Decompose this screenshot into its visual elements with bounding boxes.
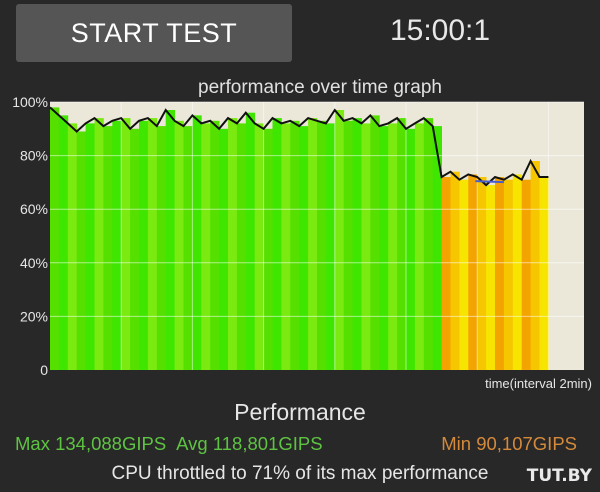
performance-graph: 100% 80% 60% 40% 20% 0 time(interval 2min) [12,94,592,391]
bar-stripe [308,118,318,370]
bar-stripe [94,118,104,370]
bar-stripe [156,126,167,370]
y-tick-label: 80% [20,148,48,164]
bar-stripe [423,118,434,370]
performance-line [49,106,549,187]
bar-stripe [450,171,460,370]
bar-stripe [495,177,505,370]
bar-stripe [334,110,345,370]
bar-stripe [272,118,282,370]
bar-stripe [130,128,140,370]
bar-stripe [299,126,309,370]
throttle-text: CPU throttled to 71% of its max performa… [111,463,489,484]
bar-stripe [67,123,78,371]
bar-stripe [521,179,531,370]
bar-stripe [317,120,327,370]
bar-stripe [370,115,380,371]
y-tick-label: 60% [20,201,48,217]
y-tick-label: 0 [40,362,48,378]
performance-title: Performance [234,399,366,425]
bar-stripe [468,174,478,370]
bar-stripe [58,115,69,371]
bar-stripe [76,131,86,370]
bar-stripe [352,118,362,370]
bar-stripe [388,123,398,371]
bar-stripes [50,107,549,371]
bar-stripe [379,126,389,370]
bar-stripe [432,126,442,370]
y-axis-ticks: 100% 80% 60% 40% 20% 0 [12,94,48,378]
bar-stripe [254,123,264,371]
bar-stripe [343,120,353,370]
bar-stripe [281,123,291,371]
bar-stripe [325,123,336,371]
y-tick-label: 20% [20,308,48,324]
bar-stripe [503,179,514,370]
bar-stripe [530,161,540,370]
bar-stripe [236,123,247,371]
bar-stripe [263,128,273,370]
bar-stripe [50,107,60,371]
bar-stripe [441,177,451,370]
avg-stat: Avg 118,801GIPS [176,433,323,454]
min-stat: Min 90,107GIPS [441,433,577,454]
bar-stripe [210,120,220,370]
average-marker [475,180,504,184]
bar-stripe [174,120,184,370]
y-tick-label: 100% [12,94,48,110]
bar-stripe [290,120,300,370]
bar-stripe [121,118,131,370]
bar-stripe [219,128,229,370]
start-test-button[interactable]: START TEST [16,4,292,62]
graph-title: performance over time graph [198,77,442,98]
bar-stripe [165,110,175,370]
watermark: TUT.BY [526,466,592,486]
bar-stripe [112,120,122,370]
bar-stripe [459,179,469,370]
bar-stripe [512,174,523,370]
y-tick-label: 40% [20,255,48,271]
bar-stripe [85,123,95,371]
grid-lines [50,101,584,370]
bar-stripe [397,118,407,370]
max-stat: Max 134,088GIPS [15,433,167,454]
bar-stripe [192,115,202,371]
stats-row: Max 134,088GIPS Avg 118,801GIPS Min 90,1… [15,433,600,455]
bar-stripe [103,126,113,370]
test-timer: 15:00:1 [389,14,491,47]
bar-stripe [228,118,238,370]
bar-stripe [406,128,416,370]
bar-stripe [361,123,371,371]
x-axis-label: time(interval 2min) [485,376,592,391]
bar-stripe [245,112,256,370]
bar-stripe [539,177,549,370]
bar-stripe [201,123,211,371]
bar-stripe [183,126,193,370]
bar-stripe [139,120,149,370]
bar-stripe [147,118,158,370]
bar-stripe [486,185,496,370]
bar-stripe [477,177,487,370]
bar-stripe [414,123,425,371]
